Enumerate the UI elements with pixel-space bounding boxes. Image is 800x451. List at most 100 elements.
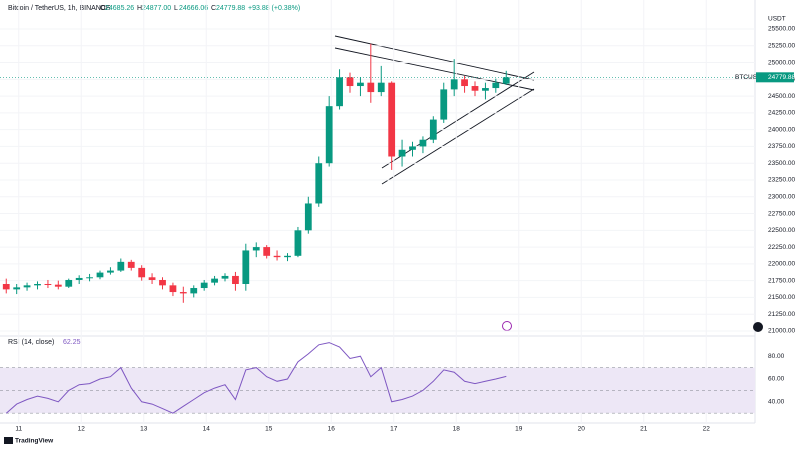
x-tick-label: 13 [140, 426, 148, 433]
ohlc-value: 24779.88 [216, 5, 245, 12]
x-tick-label: 18 [453, 426, 461, 433]
candle-body [471, 86, 479, 91]
candle-body [221, 275, 229, 279]
candle-body [169, 285, 177, 293]
y-tick-label: 22750.00 [768, 210, 795, 217]
candle-body [263, 247, 271, 256]
candle-body [273, 255, 281, 258]
rsi-line [5, 342, 507, 414]
candle-body [388, 82, 396, 157]
candle-body [304, 203, 312, 231]
symbol-label: BTCUSDT [735, 74, 766, 81]
candle-body [23, 285, 31, 288]
ohlc-value: 24685.26 [105, 5, 134, 12]
chart-title: Bitcoin / TetherUS, 1h, BINANCE [8, 5, 111, 12]
candle-body [200, 282, 208, 289]
x-tick-label: 16 [328, 426, 336, 433]
y-tick-label: 40.00 [768, 398, 785, 405]
y-tick-label: 22000.00 [768, 261, 795, 268]
event-icon [502, 321, 512, 331]
news-icon [753, 322, 763, 332]
candle-body [357, 82, 364, 87]
y-tick-label: 22250.00 [768, 244, 795, 251]
ohlc-value: 24877.00 [142, 5, 171, 12]
candle-body [367, 82, 375, 93]
x-tick-label: 20 [578, 426, 586, 433]
candle-body [398, 149, 406, 157]
candle-body [315, 163, 323, 204]
candle-body [336, 77, 343, 107]
x-tick-label: 12 [78, 426, 86, 433]
last-price-label: 24779.88 [768, 74, 795, 81]
candle-body [96, 272, 104, 278]
y-tick-label: 21500.00 [768, 294, 795, 301]
candle-body [65, 279, 73, 287]
y-tick-label: 24500.00 [768, 93, 795, 100]
candle-body [159, 279, 166, 286]
x-tick-label: 14 [203, 426, 211, 433]
x-tick-label: 15 [265, 426, 273, 433]
y-tick-label: 23000.00 [768, 193, 795, 200]
candle-body [179, 292, 187, 294]
candle-body [242, 250, 250, 284]
candle-body [377, 82, 385, 93]
ohlc-key: O [100, 5, 106, 12]
candle-body [346, 77, 354, 87]
candle-body [86, 277, 93, 279]
y-tick-label: 23500.00 [768, 160, 795, 167]
trendline [381, 88, 535, 185]
candle-body [127, 261, 135, 268]
trendline [381, 71, 535, 169]
trendline [334, 35, 535, 81]
candle-body [450, 79, 458, 90]
y-tick-label: 80.00 [768, 353, 785, 360]
candle-body [75, 277, 83, 280]
ohlc-value: 24666.06 [179, 5, 208, 12]
y-tick-label: 21000.00 [768, 328, 795, 335]
candle-body [54, 284, 62, 287]
candle-body [117, 261, 125, 271]
candle-body [294, 230, 302, 256]
rsi-title: RSI (14, close) [8, 339, 54, 346]
candle-body [502, 77, 510, 84]
y-tick-label: 25500.00 [768, 26, 795, 33]
candle-body [325, 106, 333, 164]
y-tick-label: 21750.00 [768, 277, 795, 284]
x-tick-label: 21 [640, 426, 648, 433]
logo-icon [4, 437, 13, 444]
y-tick-label: 25250.00 [768, 42, 795, 49]
candle-body [232, 275, 239, 284]
candle-body [492, 82, 500, 89]
candle-body [252, 247, 260, 251]
candle-body [190, 288, 198, 294]
candle-body [44, 283, 52, 285]
rsi-band [0, 367, 755, 414]
y-tick-label: 23250.00 [768, 177, 795, 184]
trendline [334, 47, 535, 91]
logo: TradingView [15, 438, 54, 445]
candle-body [211, 278, 218, 283]
y-tick-label: 25000.00 [768, 59, 795, 66]
ohlc-key: C [211, 5, 216, 12]
candle-body [107, 270, 114, 273]
y-tick-label: 23750.00 [768, 143, 795, 150]
ohlc-key: L [174, 5, 178, 12]
y-tick-label: 60.00 [768, 376, 785, 383]
price-change: +93.88 (+0.38%) [248, 5, 300, 12]
y-tick-label: 24250.00 [768, 110, 795, 117]
x-tick-label: 17 [390, 426, 398, 433]
candle-body [34, 283, 41, 286]
trendlines [334, 35, 535, 185]
candle-body [148, 277, 156, 280]
last-price-box [756, 72, 794, 83]
candle-body [138, 267, 146, 278]
candle-body [482, 88, 489, 91]
candle-body [409, 146, 416, 150]
x-tick-label: 19 [515, 426, 523, 433]
candle-body [13, 287, 21, 290]
y-tick-label: 24000.00 [768, 126, 795, 133]
x-tick-label: 11 [15, 426, 22, 433]
candle-body [2, 283, 10, 290]
ohlc-key: H [137, 5, 142, 12]
